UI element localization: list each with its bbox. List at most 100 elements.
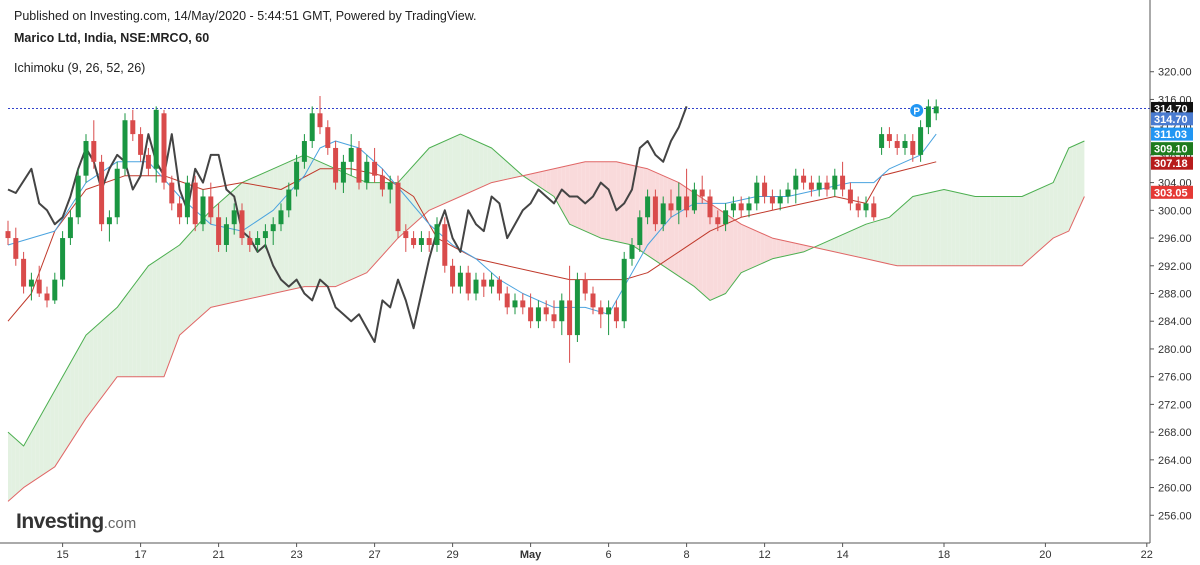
cloud-segment (526, 173, 531, 181)
candle-body (520, 300, 526, 308)
x-tick-label: May (520, 549, 542, 561)
cloud-segment (776, 238, 781, 258)
candle-body (309, 113, 315, 142)
price-label: 303.05 (1154, 187, 1188, 199)
cloud-segment (54, 383, 59, 467)
cloud-segment (105, 314, 110, 393)
candle-body (99, 161, 105, 225)
candle-body (91, 141, 97, 162)
candle-body (450, 265, 456, 287)
cloud-segment (604, 161, 609, 240)
candle-body (145, 154, 151, 169)
candle-body (738, 203, 744, 211)
cloud-segment (43, 404, 47, 475)
cloud-segment (281, 163, 285, 292)
candle-body (28, 279, 34, 287)
candle-body (208, 196, 214, 218)
cloud-segment (444, 139, 449, 204)
cloud-segment (374, 182, 379, 265)
candle-body (255, 238, 261, 245)
cloud-segment (1006, 196, 1011, 266)
cloud-segment (437, 142, 441, 207)
cloud-segment (128, 286, 133, 377)
cloud-segment (284, 161, 289, 291)
candle-body (652, 196, 658, 225)
candle-body (894, 141, 900, 148)
cloud-segment (795, 243, 800, 254)
senkou-span-b-line (7, 161, 1085, 502)
cloud-segment (15, 439, 20, 495)
cloud-segment (905, 199, 909, 266)
indicator-legend[interactable]: Ichimoku (9, 26, 52, 26) (14, 61, 146, 75)
cloud-segment (121, 296, 125, 377)
cloud-segment (756, 231, 761, 266)
cloud-segment (924, 193, 929, 266)
candle-body (707, 196, 713, 218)
cloud-segment (362, 180, 367, 275)
cloud-segment (1014, 196, 1019, 266)
cloud-segment (1037, 187, 1042, 252)
cloud-segment (339, 170, 344, 285)
cloud-segment (109, 310, 114, 388)
cloud-segment (554, 167, 558, 204)
candle-body (925, 106, 931, 128)
candle-body (44, 293, 50, 301)
candle-body (598, 307, 604, 315)
candle-body (395, 182, 401, 232)
cloud-segment (86, 331, 90, 419)
cloud-segment (50, 390, 55, 470)
cloud-segment (1033, 189, 1038, 256)
cloud-segment (140, 270, 145, 377)
candle-body (473, 279, 479, 294)
price-label: 311.03 (1154, 129, 1187, 141)
cloud-segment (706, 200, 710, 301)
candle-body (621, 258, 627, 322)
cloud-segment (401, 173, 406, 235)
candle-body (216, 217, 222, 245)
candle-body (403, 231, 409, 239)
cloud-segment (440, 141, 445, 206)
price-label-box (1151, 101, 1193, 115)
cloud-segment (737, 221, 742, 278)
candle-body (504, 293, 510, 308)
cloud-segment (164, 252, 168, 377)
symbol-title: Marico Ltd, India, NSE:MRCO, 60 (14, 31, 210, 45)
cloud-segment (557, 167, 562, 211)
cloud-segment (199, 218, 203, 318)
cloud-segment (171, 247, 176, 356)
candle-body (278, 210, 284, 225)
cloud-segment (308, 156, 313, 287)
cloud-segment (912, 195, 917, 266)
cloud-segment (830, 238, 835, 252)
candle-body (886, 134, 892, 142)
cloud-segment (11, 435, 16, 498)
cloud-segment (979, 196, 983, 266)
cloud-segment (62, 369, 67, 455)
cloud-segment (452, 135, 457, 200)
cloud-segment (686, 187, 691, 284)
cloud-segment (1068, 146, 1073, 232)
x-tick-label: 21 (212, 549, 224, 561)
cloud-segment (1080, 141, 1085, 206)
cloud-segment (203, 214, 207, 315)
cloud-segment (179, 240, 184, 336)
cloud-segment (331, 167, 336, 287)
cloud-segment (550, 168, 554, 197)
cloud-segment (932, 191, 937, 266)
candle-body (816, 182, 822, 190)
chikou-line (7, 106, 688, 343)
cloud-segment (846, 231, 851, 256)
cloud-segment (928, 192, 933, 266)
cloud-segment (230, 189, 235, 304)
candle-body (317, 113, 323, 128)
cloud-segment (359, 179, 363, 277)
cloud-segment (694, 193, 699, 291)
candle-body (130, 120, 136, 135)
cloud-segment (959, 193, 964, 266)
cloud-segment (355, 177, 359, 278)
candle-body (294, 161, 300, 190)
cloud-segment (760, 232, 765, 265)
cloud-segment (585, 161, 590, 233)
candle-body (356, 147, 362, 183)
